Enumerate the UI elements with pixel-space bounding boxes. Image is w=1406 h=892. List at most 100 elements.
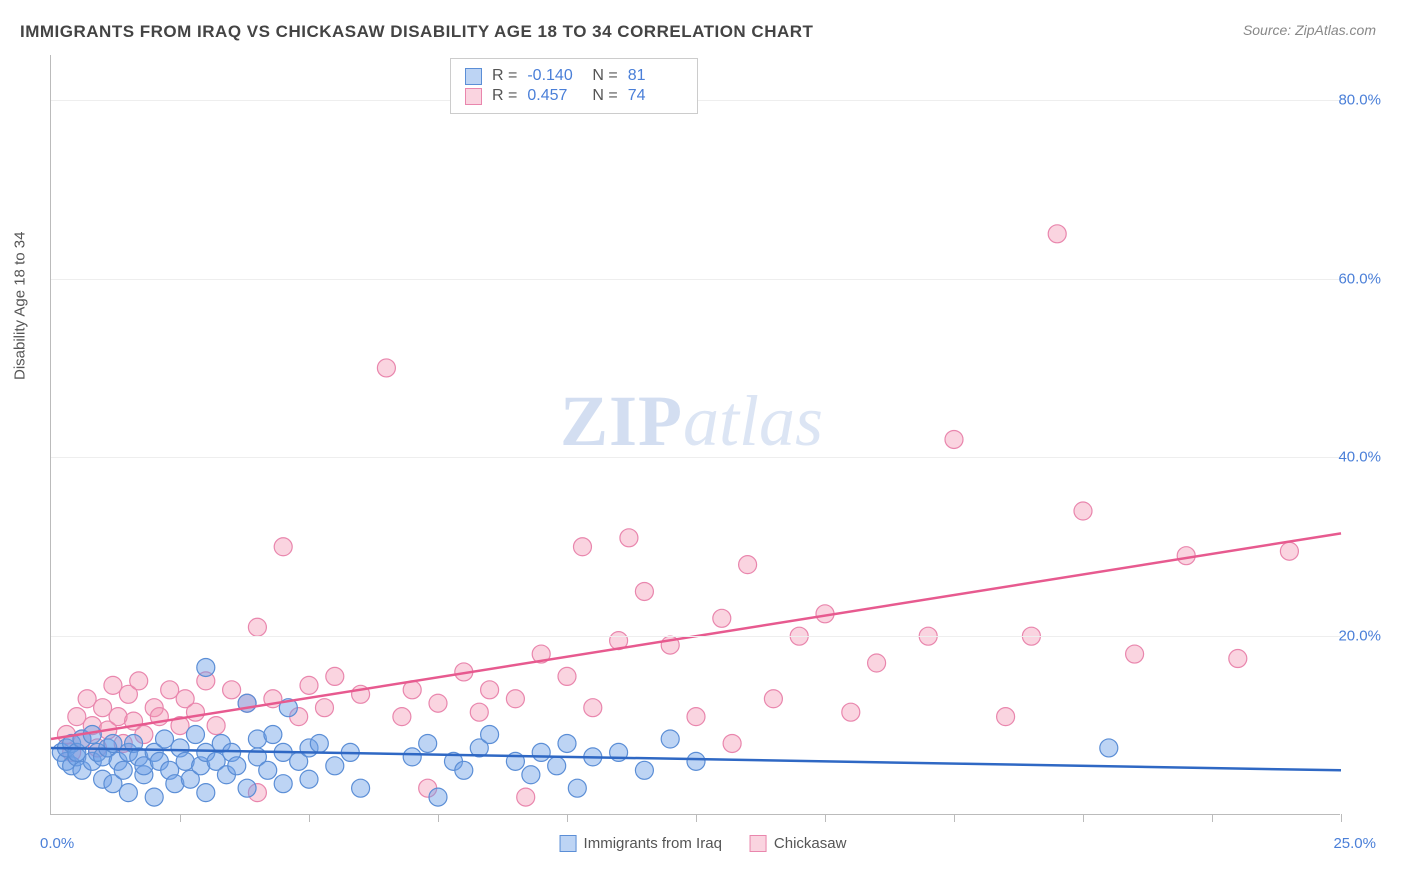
point-a	[661, 730, 679, 748]
point-b	[186, 703, 204, 721]
point-b	[274, 538, 292, 556]
y-tick-label: 60.0%	[1338, 270, 1381, 287]
point-a	[238, 779, 256, 797]
x-tick	[567, 814, 568, 822]
stats-legend-box: R = -0.140 N = 81 R = 0.457 N = 74	[450, 58, 698, 114]
chart-title: IMMIGRANTS FROM IRAQ VS CHICKASAW DISABI…	[20, 22, 813, 42]
x-tick	[438, 814, 439, 822]
x-tick	[696, 814, 697, 822]
point-b	[326, 667, 344, 685]
legend-swatch-a	[560, 835, 577, 852]
point-b	[429, 694, 447, 712]
point-a	[259, 761, 277, 779]
y-tick-label: 40.0%	[1338, 449, 1381, 466]
stats-r-value-a: -0.140	[527, 67, 582, 85]
point-b	[584, 699, 602, 717]
point-b	[470, 703, 488, 721]
point-a	[419, 734, 437, 752]
point-a	[264, 726, 282, 744]
point-a	[352, 779, 370, 797]
point-b	[739, 556, 757, 574]
point-b	[1074, 502, 1092, 520]
point-a	[481, 726, 499, 744]
point-b	[223, 681, 241, 699]
stats-row-a: R = -0.140 N = 81	[465, 67, 683, 85]
point-a	[197, 658, 215, 676]
x-tick	[1212, 814, 1213, 822]
point-b	[1177, 547, 1195, 565]
point-a	[300, 770, 318, 788]
y-axis-label: Disability Age 18 to 34	[12, 232, 29, 380]
point-b	[573, 538, 591, 556]
point-a	[455, 761, 473, 779]
point-a	[145, 788, 163, 806]
point-b	[393, 708, 411, 726]
swatch-series-a	[465, 68, 482, 85]
point-b	[1048, 225, 1066, 243]
point-a	[228, 757, 246, 775]
x-tick	[1341, 814, 1342, 822]
point-b	[481, 681, 499, 699]
point-b	[635, 582, 653, 600]
legend-bottom: Immigrants from Iraq Chickasaw	[560, 835, 847, 852]
point-b	[558, 667, 576, 685]
point-a	[687, 752, 705, 770]
stats-n-label-a: N =	[592, 67, 617, 85]
point-a	[532, 743, 550, 761]
point-b	[620, 529, 638, 547]
point-b	[1126, 645, 1144, 663]
point-b	[207, 717, 225, 735]
x-tick	[825, 814, 826, 822]
plot-area	[50, 55, 1340, 815]
point-b	[1280, 542, 1298, 560]
stats-n-value-a: 81	[628, 67, 683, 85]
x-tick	[309, 814, 310, 822]
point-a	[1100, 739, 1118, 757]
point-a	[558, 734, 576, 752]
plot-svg	[51, 55, 1340, 814]
point-b	[300, 676, 318, 694]
point-b	[868, 654, 886, 672]
point-a	[522, 766, 540, 784]
stats-r-label-b: R =	[492, 87, 517, 105]
swatch-series-b	[465, 88, 482, 105]
point-a	[186, 726, 204, 744]
legend-swatch-b	[750, 835, 767, 852]
point-b	[713, 609, 731, 627]
point-b	[997, 708, 1015, 726]
point-b	[764, 690, 782, 708]
gridline	[51, 636, 1340, 637]
point-b	[687, 708, 705, 726]
point-b	[723, 734, 741, 752]
stats-row-b: R = 0.457 N = 74	[465, 87, 683, 105]
point-b	[315, 699, 333, 717]
gridline	[51, 279, 1340, 280]
stats-n-value-b: 74	[628, 87, 683, 105]
stats-n-label-b: N =	[592, 87, 617, 105]
point-b	[517, 788, 535, 806]
point-a	[429, 788, 447, 806]
x-tick	[954, 814, 955, 822]
point-b	[1229, 650, 1247, 668]
gridline	[51, 457, 1340, 458]
point-a	[310, 734, 328, 752]
point-b	[842, 703, 860, 721]
legend-item-b: Chickasaw	[750, 835, 847, 852]
point-a	[326, 757, 344, 775]
point-a	[119, 784, 137, 802]
point-a	[197, 784, 215, 802]
point-a	[274, 775, 292, 793]
x-axis-max-label: 25.0%	[1333, 835, 1376, 852]
point-b	[130, 672, 148, 690]
source-attribution: Source: ZipAtlas.com	[1243, 22, 1376, 38]
stats-r-value-b: 0.457	[527, 87, 582, 105]
point-a	[568, 779, 586, 797]
point-a	[403, 748, 421, 766]
legend-label-a: Immigrants from Iraq	[584, 835, 722, 852]
y-tick-label: 80.0%	[1338, 91, 1381, 108]
point-b	[377, 359, 395, 377]
stats-r-label-a: R =	[492, 67, 517, 85]
point-a	[635, 761, 653, 779]
point-a	[114, 761, 132, 779]
point-b	[945, 430, 963, 448]
